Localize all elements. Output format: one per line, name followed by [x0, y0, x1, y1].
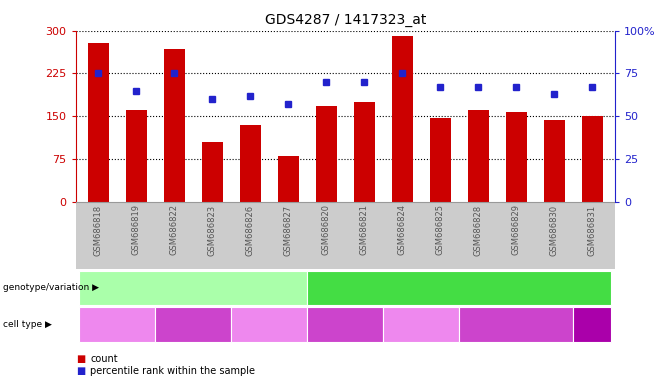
- Bar: [468, 110, 489, 202]
- Bar: [506, 112, 527, 202]
- Bar: [392, 36, 413, 202]
- Text: ■: ■: [76, 354, 85, 364]
- Bar: [240, 125, 261, 202]
- Bar: [164, 49, 185, 202]
- Text: ■: ■: [76, 366, 85, 376]
- Text: count: count: [90, 354, 118, 364]
- Title: GDS4287 / 1417323_at: GDS4287 / 1417323_at: [265, 13, 426, 27]
- Bar: [544, 120, 565, 202]
- Bar: [88, 43, 109, 202]
- Bar: [316, 106, 337, 202]
- Bar: [202, 142, 223, 202]
- Bar: [354, 103, 375, 202]
- Text: cell type ▶: cell type ▶: [3, 320, 52, 329]
- Bar: [126, 110, 147, 202]
- Bar: [278, 156, 299, 202]
- Text: percentile rank within the sample: percentile rank within the sample: [90, 366, 255, 376]
- Bar: [582, 116, 603, 202]
- Text: genotype/variation ▶: genotype/variation ▶: [3, 283, 99, 293]
- Bar: [430, 118, 451, 202]
